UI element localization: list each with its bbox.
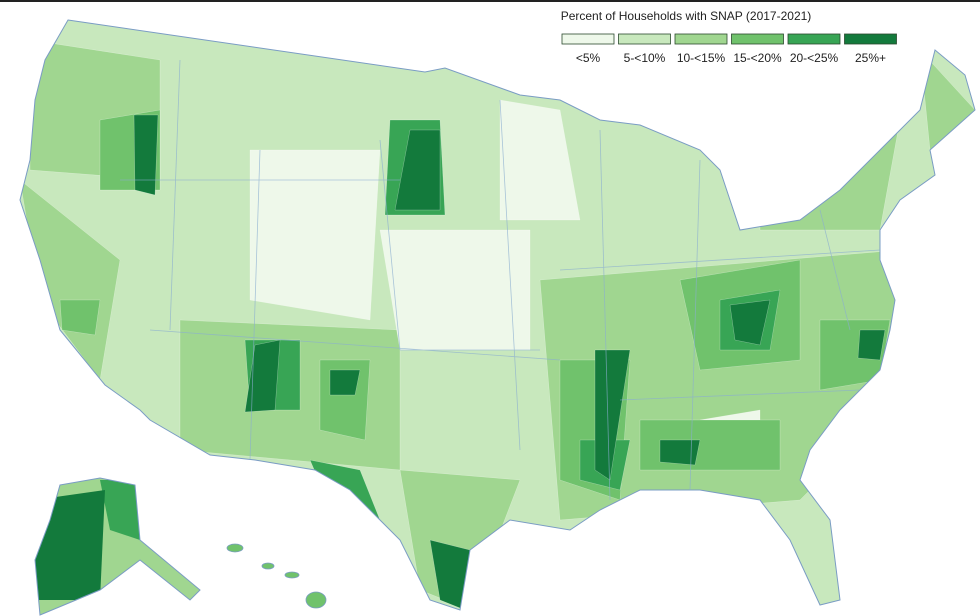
island bbox=[305, 591, 327, 609]
state-borders bbox=[120, 59, 881, 501]
legend-swatch bbox=[844, 33, 897, 45]
county-cluster bbox=[759, 119, 901, 231]
island bbox=[284, 571, 300, 579]
county-cluster bbox=[100, 480, 140, 540]
county-cluster bbox=[499, 99, 581, 221]
legend-swatch bbox=[561, 33, 615, 45]
legend-label: 15-<20% bbox=[733, 51, 782, 65]
island bbox=[226, 543, 244, 553]
legend-swatch bbox=[731, 33, 784, 45]
county-cluster bbox=[133, 114, 159, 196]
county-cluster bbox=[594, 349, 631, 481]
county-cluster bbox=[35, 490, 105, 600]
county-cluster bbox=[329, 369, 361, 396]
county-cluster bbox=[729, 299, 771, 346]
legend-swatch bbox=[674, 33, 728, 45]
legend-swatch bbox=[618, 33, 671, 45]
county-cluster bbox=[249, 149, 381, 321]
county-cluster bbox=[429, 539, 471, 610]
legend-label: 20-<25% bbox=[790, 51, 839, 65]
legend-label: <5% bbox=[576, 51, 601, 65]
legend: <5% 5-<10% 10-<15% 15-<20% 20-<25% 25%+ bbox=[561, 33, 897, 65]
hawaii bbox=[226, 543, 327, 609]
legend-swatch bbox=[787, 33, 841, 45]
county-cluster bbox=[244, 339, 281, 413]
island bbox=[261, 562, 275, 570]
county-cluster bbox=[399, 469, 521, 610]
alaska bbox=[35, 478, 200, 615]
legend-label: 10-<15% bbox=[677, 51, 726, 65]
legend-label: 25%+ bbox=[855, 51, 886, 65]
county-cluster bbox=[394, 129, 441, 211]
county-cluster bbox=[857, 329, 886, 361]
county-cluster bbox=[59, 299, 101, 336]
legend-title: Percent of Households with SNAP (2017-20… bbox=[561, 9, 812, 23]
county-cluster bbox=[659, 439, 701, 466]
county-cluster bbox=[379, 229, 531, 351]
legend-label: 5-<10% bbox=[624, 51, 666, 65]
